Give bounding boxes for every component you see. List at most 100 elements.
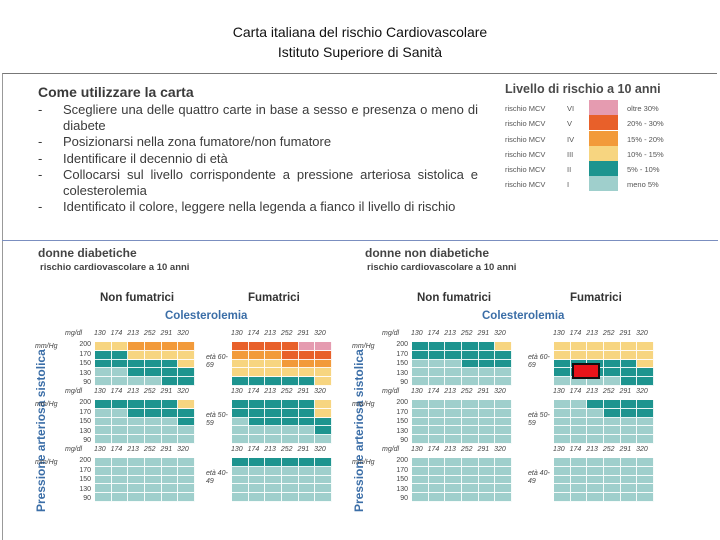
risk-cell — [111, 493, 129, 502]
risk-cell — [478, 435, 496, 444]
risk-cell — [445, 377, 462, 386]
risk-cell — [428, 400, 446, 409]
risk-cell — [95, 466, 112, 476]
risk-cell — [248, 377, 266, 386]
chol-unit-label: mg/dl — [65, 446, 83, 453]
age-band-label: età 60-69 — [206, 354, 228, 369]
risk-cell — [95, 417, 112, 427]
cholesterol-scale: 130 174 213 252 291 320 — [94, 446, 189, 453]
risk-cell — [128, 368, 145, 378]
legend-level: III — [567, 149, 574, 159]
risk-cell — [637, 342, 654, 351]
risk-cell — [281, 466, 299, 476]
risk-cell — [603, 377, 621, 386]
pressure-tick: 130 — [396, 427, 408, 435]
risk-cell — [603, 400, 621, 409]
risk-cell — [554, 493, 571, 502]
group-subtitle: rischio cardiovascolare a 10 anni — [367, 262, 517, 273]
risk-cell — [461, 408, 479, 418]
pressure-unit-label: mm/Hg — [35, 343, 58, 350]
risk-cell — [461, 342, 479, 351]
risk-cell — [587, 342, 604, 351]
risk-cell — [603, 475, 621, 485]
risk-cell — [178, 342, 195, 351]
risk-cell — [178, 359, 195, 369]
risk-cell — [445, 359, 462, 369]
risk-cell — [315, 426, 332, 436]
risk-cell — [128, 426, 145, 436]
legend-swatch — [589, 100, 618, 115]
risk-cell — [265, 493, 282, 502]
cholesterol-scale: 130 174 213 252 291 320 — [231, 330, 326, 337]
slide-title-line2: Istituto Superiore di Sanità — [277, 44, 443, 60]
risk-cell — [478, 368, 496, 378]
risk-cell — [637, 408, 654, 418]
highlight-marker — [572, 363, 600, 379]
column-header-smokers: Fumatrici — [248, 292, 300, 304]
risk-cell — [144, 377, 162, 386]
risk-grid-smokers — [554, 400, 654, 444]
instruction-item: - Collocarsi sul livello corrispondente a… — [38, 167, 478, 199]
risk-cell — [587, 458, 604, 467]
slide-title-line1: Carta italiana del rischio Cardiovascola… — [232, 24, 488, 40]
risk-cell — [281, 417, 299, 427]
risk-cell — [637, 466, 654, 476]
risk-grid-nonsmokers — [95, 458, 195, 502]
risk-cell — [570, 475, 588, 485]
chart-frame — [2, 73, 717, 540]
risk-cell — [428, 359, 446, 369]
risk-cell — [412, 458, 429, 467]
risk-cell — [461, 484, 479, 494]
risk-cell — [144, 408, 162, 418]
risk-cell — [95, 435, 112, 444]
risk-cell — [570, 458, 588, 467]
risk-cell — [587, 484, 604, 494]
risk-cell — [161, 408, 179, 418]
risk-cell — [144, 368, 162, 378]
dash-bullet: - — [38, 102, 43, 117]
risk-cell — [637, 493, 654, 502]
legend-swatch — [589, 115, 618, 131]
pressure-unit-label: mm/Hg — [352, 343, 375, 350]
risk-cell — [265, 475, 282, 485]
age-band-label: età 60-69 — [528, 354, 550, 369]
risk-cell — [445, 342, 462, 351]
risk-cell — [111, 377, 129, 386]
risk-cell — [428, 435, 446, 444]
risk-cell — [95, 458, 112, 467]
risk-cell — [248, 359, 266, 369]
risk-cell — [281, 350, 299, 360]
risk-cell — [232, 368, 249, 378]
risk-cell — [620, 368, 638, 378]
risk-cell — [620, 493, 638, 502]
risk-cell — [412, 342, 429, 351]
risk-cell — [570, 466, 588, 476]
cholesterol-scale: 130 174 213 252 291 320 — [411, 446, 506, 453]
risk-cell — [570, 377, 588, 386]
risk-cell — [445, 493, 462, 502]
risk-cell — [315, 475, 332, 485]
pressure-tick: 170 — [79, 350, 91, 358]
risk-cell — [95, 493, 112, 502]
legend-row: rischio MCV IV 15% - 20% — [505, 130, 710, 146]
pressure-scale: 200 170 150 130 90 — [73, 340, 91, 388]
risk-cell — [461, 426, 479, 436]
risk-cell — [111, 435, 129, 444]
risk-grid-nonsmokers — [95, 400, 195, 444]
risk-cell — [587, 350, 604, 360]
risk-cell — [637, 484, 654, 494]
risk-cell — [111, 417, 129, 427]
risk-cell — [461, 458, 479, 467]
risk-cell — [428, 417, 446, 427]
risk-cell — [232, 484, 249, 494]
risk-cell — [281, 400, 299, 409]
risk-cell — [265, 350, 282, 360]
pressure-tick: 130 — [79, 427, 91, 435]
risk-cell — [461, 377, 479, 386]
pressure-tick: 90 — [83, 379, 91, 387]
chol-unit-label: mg/dl — [65, 330, 83, 337]
risk-cell — [144, 435, 162, 444]
risk-cell — [478, 342, 496, 351]
risk-cell — [587, 435, 604, 444]
pressure-tick: 150 — [79, 360, 91, 368]
